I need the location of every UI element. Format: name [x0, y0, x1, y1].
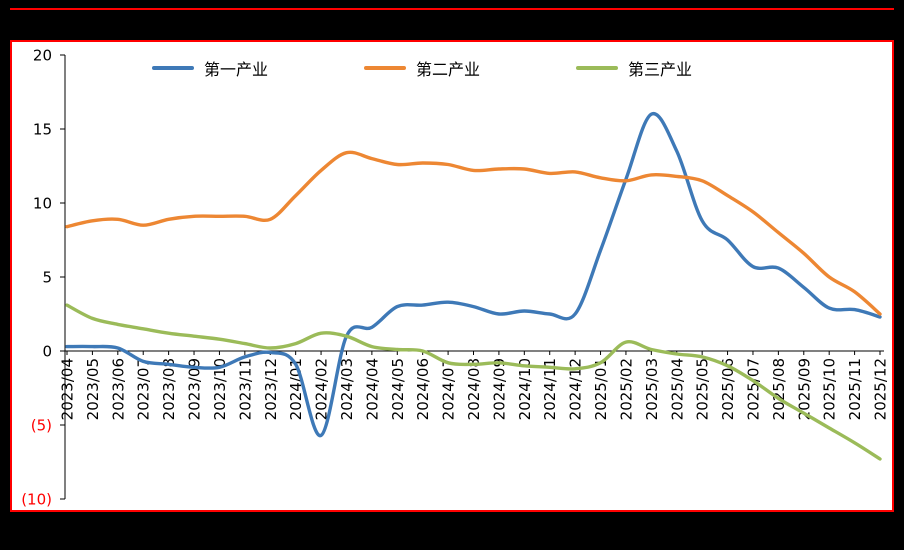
x-tick-label: 2025/05	[694, 358, 712, 420]
line-chart: 20 15 10 5 0 (5) (10) 2023/04 2023/05 2023/06 2023…	[21, 47, 890, 509]
chart-legend: 第一产业 第二产业 第三产业	[0, 56, 862, 80]
x-tick-label: 2023/09	[186, 358, 204, 420]
x-tick-label: 2023/10	[211, 358, 229, 420]
series-line-3	[65, 303, 882, 461]
x-tick-label: 2025/08	[770, 358, 788, 420]
legend-label-series-3: 第三产业	[628, 60, 693, 79]
x-tick-label: 2025/10	[821, 358, 839, 420]
x-tick-label: 2023/05	[84, 358, 102, 420]
y-tick-label: 5	[42, 269, 52, 287]
y-tick-label: (10)	[21, 491, 52, 509]
legend-label-series-2: 第二产业	[415, 60, 480, 79]
x-tick-label: 2024/05	[389, 358, 407, 420]
y-tick-label: 10	[33, 195, 52, 213]
legend-item-series-3: 第三产业	[576, 56, 692, 80]
series-line-2	[65, 150, 882, 316]
legend-item-series-2: 第二产业	[363, 56, 480, 80]
x-tick-label: 2024/08	[465, 358, 483, 420]
x-tick-label: 2025/03	[643, 358, 661, 420]
y-tick-label: 15	[33, 121, 52, 139]
x-tick-label: 2023/08	[160, 358, 178, 420]
x-tick-label: 2024/11	[541, 358, 559, 420]
x-tick-label: 2023/04	[59, 358, 77, 420]
x-tick-label: 2024/10	[516, 358, 534, 420]
x-tick-label: 2024/04	[363, 358, 381, 420]
x-tick-label: 2024/06	[414, 358, 432, 420]
x-tick-label: 2024/12	[567, 358, 585, 420]
x-tick-label: 2024/03	[338, 358, 356, 420]
x-tick-label: 2024/02	[313, 358, 331, 420]
top-red-line	[10, 8, 894, 10]
legend-label-series-1: 第一产业	[203, 60, 268, 79]
x-tick-label: 2023/06	[109, 358, 127, 420]
x-tick-label: 2025/12	[872, 358, 890, 420]
chart-panel: 20 15 10 5 0 (5) (10) 2023/04 2023/05 2023/06 2023…	[10, 40, 894, 512]
x-tick-label: 2025/09	[795, 358, 813, 420]
legend-line-swatch-series-2	[363, 66, 406, 70]
y-tick-label: 0	[42, 343, 52, 361]
x-tick-label: 2025/06	[719, 358, 737, 420]
legend-line-swatch-series-1	[151, 66, 194, 70]
y-tick-label: (5)	[31, 417, 52, 435]
x-tick-label: 2025/07	[744, 358, 762, 420]
series-line-1	[65, 112, 882, 438]
legend-item-series-1: 第一产业	[151, 56, 268, 80]
x-tick-label: 2023/11	[236, 358, 254, 420]
x-tick-label: 2023/07	[135, 358, 153, 420]
x-tick-label: 2025/01	[592, 358, 610, 420]
y-tick-label: 20	[33, 47, 52, 65]
x-tick-label: 2025/11	[846, 358, 864, 420]
x-tick-label: 2024/07	[440, 358, 458, 420]
legend-line-swatch-series-3	[576, 66, 618, 70]
x-tick-label: 2024/09	[490, 358, 508, 420]
x-tick-label: 2023/12	[262, 358, 280, 420]
x-tick-label: 2025/04	[668, 358, 686, 420]
x-tick-label: 2025/02	[617, 358, 635, 420]
